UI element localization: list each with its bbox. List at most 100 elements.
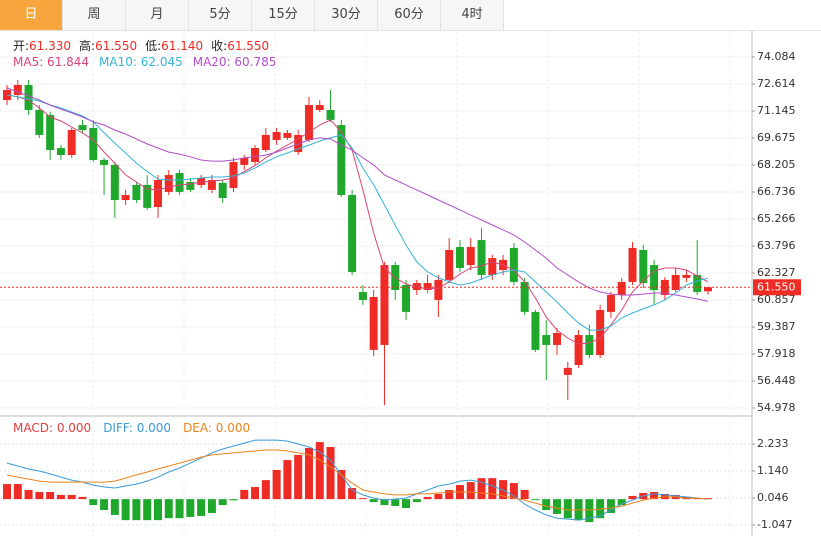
candle-body bbox=[175, 172, 184, 192]
candle-body bbox=[445, 249, 454, 280]
macd-bar bbox=[132, 499, 141, 521]
period-tab[interactable]: 30分 bbox=[315, 0, 378, 30]
candle-body bbox=[13, 85, 22, 95]
macd-bar bbox=[13, 484, 22, 500]
macd-bar bbox=[272, 469, 281, 500]
macd-line bbox=[6, 439, 709, 521]
macd-bar bbox=[304, 447, 313, 500]
candle-body bbox=[304, 105, 313, 140]
candle-body bbox=[153, 179, 162, 207]
candle-body bbox=[337, 125, 346, 196]
candle-body bbox=[520, 281, 529, 312]
macd-bar bbox=[121, 499, 130, 521]
period-tab[interactable]: 5分 bbox=[189, 0, 252, 30]
ma-line bbox=[6, 87, 709, 302]
macd-bar bbox=[391, 499, 400, 507]
macd-bar bbox=[477, 478, 486, 500]
macd-bar bbox=[380, 499, 389, 506]
period-tab[interactable]: 日 bbox=[0, 0, 63, 30]
macd-bar bbox=[261, 480, 270, 500]
info-value: 61.140 bbox=[161, 39, 203, 53]
candle-body bbox=[132, 184, 141, 201]
candle-body bbox=[617, 281, 626, 295]
macd-bar bbox=[348, 488, 357, 500]
info-label: 高: bbox=[79, 38, 95, 53]
macd-bar bbox=[563, 499, 572, 519]
y-tick-label: -1.047 bbox=[757, 518, 792, 531]
y-tick-label: 68.205 bbox=[757, 158, 796, 171]
macd-bar bbox=[509, 483, 518, 500]
candle-body bbox=[348, 195, 357, 273]
macd-bar bbox=[294, 454, 303, 500]
macd-bar bbox=[606, 499, 615, 513]
macd-bar bbox=[207, 499, 216, 513]
candle-body bbox=[261, 134, 270, 151]
candle-body bbox=[682, 274, 691, 278]
macd-legend-item: DIFF: 0.000 bbox=[103, 421, 171, 435]
candle-body bbox=[143, 184, 152, 208]
macd-bar bbox=[585, 499, 594, 523]
info-label: 低: bbox=[145, 39, 161, 53]
candle-body bbox=[553, 333, 562, 345]
candle-body bbox=[186, 181, 195, 190]
macd-bar bbox=[693, 498, 702, 500]
y-tick-label: 56.448 bbox=[757, 374, 796, 387]
period-tab[interactable]: 60分 bbox=[378, 0, 441, 30]
y-tick-label: 63.796 bbox=[757, 239, 796, 252]
macd-bar bbox=[164, 499, 173, 519]
period-tab[interactable]: 15分 bbox=[252, 0, 315, 30]
macd-bar bbox=[445, 489, 454, 500]
candle-body bbox=[110, 164, 119, 201]
ma-legend: MA5: 61.844 MA10: 62.045 MA20: 60.785 bbox=[13, 55, 276, 69]
period-tab[interactable]: 月 bbox=[126, 0, 189, 30]
macd-bar bbox=[89, 499, 98, 506]
candle-body bbox=[24, 85, 33, 110]
y-tick-label: 66.736 bbox=[757, 185, 796, 198]
y-tick-label: 62.327 bbox=[757, 266, 796, 279]
info-label: 开: bbox=[13, 39, 29, 53]
macd-bar bbox=[24, 489, 33, 500]
period-tabs: 日周月 5分 15分 30分 60分 4时 bbox=[0, 0, 821, 31]
period-tab[interactable]: 4时 bbox=[441, 0, 504, 30]
candle-body bbox=[628, 247, 637, 282]
macd-bar bbox=[520, 489, 529, 500]
macd-bar bbox=[283, 460, 292, 500]
candle-body bbox=[89, 127, 98, 160]
macd-bar bbox=[143, 499, 152, 521]
macd-bar bbox=[315, 442, 324, 500]
info-label: 收: bbox=[211, 39, 227, 53]
y-tick-label: 71.145 bbox=[757, 104, 796, 117]
y-tick-label: 60.857 bbox=[757, 293, 796, 306]
candle-body bbox=[358, 292, 367, 300]
macd-legend: MACD: 0.000 DIFF: 0.000 DEA: 0.000 bbox=[13, 421, 250, 435]
y-tick-label: 57.918 bbox=[757, 347, 796, 360]
y-tick-label: 65.266 bbox=[757, 212, 796, 225]
candle-body bbox=[402, 285, 411, 312]
candle-body bbox=[56, 148, 65, 155]
info-value: 61.550 bbox=[227, 39, 269, 53]
candle-body bbox=[531, 311, 540, 350]
macd-bar bbox=[78, 496, 87, 500]
macd-bar bbox=[466, 482, 475, 500]
candle-body bbox=[574, 335, 583, 365]
candle-body bbox=[455, 247, 464, 268]
macd-bar bbox=[542, 499, 551, 511]
candle-body bbox=[585, 335, 594, 356]
macd-bar bbox=[434, 493, 443, 500]
candle-body bbox=[423, 283, 432, 291]
candle-body bbox=[596, 310, 605, 356]
y-tick-label: 59.387 bbox=[757, 320, 796, 333]
macd-bar bbox=[218, 499, 227, 506]
candle-body bbox=[100, 159, 109, 165]
y-tick-label: 69.675 bbox=[757, 131, 796, 144]
period-tab[interactable]: 周 bbox=[63, 0, 126, 30]
y-tick-label: 0.046 bbox=[757, 491, 789, 504]
macd-line bbox=[6, 449, 709, 511]
macd-bar bbox=[337, 469, 346, 500]
macd-bar bbox=[110, 499, 119, 515]
macd-legend-item: DEA: 0.000 bbox=[183, 421, 250, 435]
ma-legend-item: MA20: 60.785 bbox=[193, 55, 277, 69]
candle-body bbox=[542, 335, 551, 345]
y-tick-label: 2.233 bbox=[757, 437, 789, 450]
candle-body bbox=[207, 179, 216, 190]
